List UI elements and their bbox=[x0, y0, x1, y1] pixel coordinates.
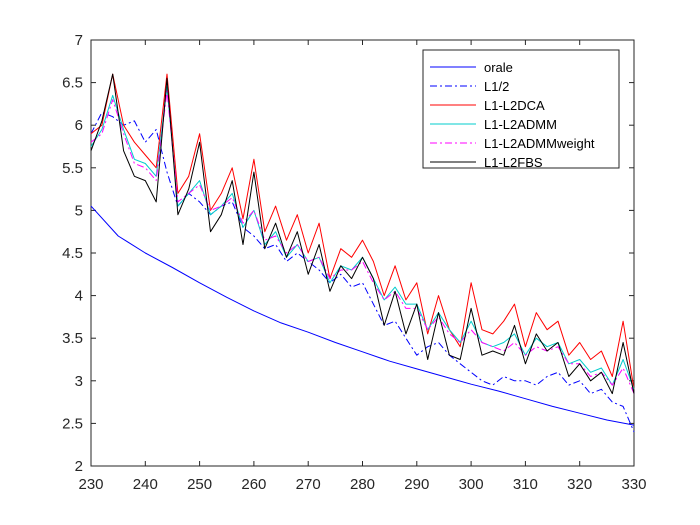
legend-label: L1/2 bbox=[484, 79, 509, 94]
series-line-l1-l2admmweight bbox=[90, 90, 635, 394]
x-axis: 230 240 250 260 270 280 290 300 310 320 330 bbox=[78, 40, 647, 493]
x-tick-label: 280 bbox=[350, 476, 375, 493]
x-tick-label: 310 bbox=[513, 476, 538, 493]
legend-label: L1-L2DCA bbox=[484, 98, 545, 113]
legend-label: orale bbox=[484, 60, 513, 75]
series-layer bbox=[90, 73, 635, 433]
x-tick-label: 270 bbox=[296, 476, 321, 493]
legend-label: L1-L2FBS bbox=[484, 155, 543, 170]
y-tick-label: 5 bbox=[75, 202, 83, 219]
x-tick-label: 320 bbox=[567, 476, 592, 493]
y-tick-label: 4.5 bbox=[62, 245, 83, 262]
y-tick-label: 2 bbox=[75, 458, 83, 475]
y-tick-label: 3.5 bbox=[62, 330, 83, 347]
x-tick-label: 230 bbox=[78, 476, 103, 493]
y-tick-label: 5.5 bbox=[62, 160, 83, 177]
x-tick-label: 250 bbox=[187, 476, 212, 493]
x-tick-label: 240 bbox=[133, 476, 158, 493]
x-tick-label: 260 bbox=[241, 476, 266, 493]
y-tick-label: 4 bbox=[75, 288, 83, 305]
y-tick-label: 2.5 bbox=[62, 415, 83, 432]
legend: orale L1/2 L1-L2DCA L1-L2ADMM L1-L2ADMMweigh… bbox=[422, 49, 620, 170]
y-tick-label: 6.5 bbox=[62, 75, 83, 92]
series-line-l1-l2dca bbox=[90, 73, 635, 390]
y-axis: 2 2.5 3 3.5 4 4.5 5 5.5 6 6.5 7 bbox=[62, 32, 634, 475]
x-tick-label: 290 bbox=[404, 476, 429, 493]
x-tick-label: 330 bbox=[621, 476, 646, 493]
y-tick-label: 7 bbox=[75, 32, 83, 49]
legend-label: L1-L2ADMMweight bbox=[484, 136, 595, 151]
series-line-orale bbox=[90, 205, 635, 426]
series-line-l1-l2fbs bbox=[90, 73, 635, 395]
y-tick-label: 3 bbox=[75, 373, 83, 390]
y-tick-label: 6 bbox=[75, 117, 83, 134]
legend-box bbox=[422, 49, 620, 169]
x-tick-label: 300 bbox=[459, 476, 484, 493]
legend-label: L1-L2ADMM bbox=[484, 117, 557, 132]
